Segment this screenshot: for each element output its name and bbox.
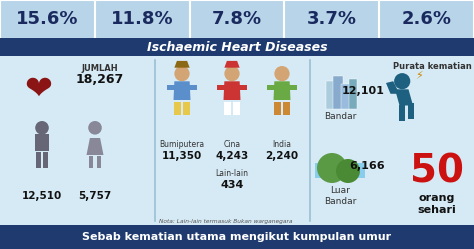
Bar (326, 81, 334, 109)
Bar (0, 0, 94, 38)
Text: 12,101: 12,101 (342, 86, 385, 96)
Bar (284, 0, 378, 38)
Text: 15.6%: 15.6% (16, 10, 79, 28)
Text: ⚡: ⚡ (415, 71, 422, 81)
Text: 4,243: 4,243 (215, 151, 249, 161)
Text: 18,267: 18,267 (76, 72, 124, 85)
Text: India: India (273, 139, 292, 148)
Bar (349, 79, 357, 109)
Bar (190, 0, 283, 38)
Text: Purata kematian: Purata kematian (392, 62, 471, 70)
Bar (283, 102, 290, 115)
Text: orang
sehari: orang sehari (418, 193, 456, 215)
Bar (183, 102, 190, 115)
Text: JUMLAH: JUMLAH (82, 63, 118, 72)
Text: 7.8%: 7.8% (212, 10, 262, 28)
Text: 3.7%: 3.7% (307, 10, 357, 28)
Text: Luar
Bandar: Luar Bandar (324, 186, 356, 206)
Bar (0, 225, 474, 249)
Bar (89, 156, 93, 168)
Text: Cina: Cina (223, 139, 241, 148)
Bar (217, 85, 225, 90)
Polygon shape (386, 81, 400, 94)
Polygon shape (273, 81, 291, 100)
Circle shape (317, 153, 347, 183)
Bar (224, 102, 231, 115)
Bar (315, 163, 365, 178)
Circle shape (88, 121, 102, 135)
Text: Bumiputera: Bumiputera (159, 139, 205, 148)
Text: 12,510: 12,510 (22, 191, 62, 201)
Text: 2.6%: 2.6% (401, 10, 452, 28)
Text: 11.8%: 11.8% (111, 10, 173, 28)
Bar (408, 103, 414, 119)
Circle shape (394, 73, 410, 89)
Bar (35, 134, 49, 151)
Circle shape (336, 159, 360, 183)
Circle shape (174, 66, 190, 81)
Text: 434: 434 (220, 180, 244, 190)
Bar (239, 85, 247, 90)
Text: Lain-lain: Lain-lain (216, 169, 248, 178)
Bar (333, 76, 343, 109)
Bar (399, 105, 405, 121)
Bar (189, 85, 197, 90)
Text: 11,350: 11,350 (162, 151, 202, 161)
Circle shape (274, 66, 290, 81)
Circle shape (35, 121, 49, 135)
Bar (267, 85, 275, 90)
Bar (0, 56, 474, 225)
Text: Ischaemic Heart Diseases: Ischaemic Heart Diseases (146, 41, 328, 54)
Bar (167, 85, 175, 90)
Bar (289, 85, 297, 90)
Text: 50: 50 (410, 152, 464, 190)
Bar (174, 102, 181, 115)
Text: ❤: ❤ (24, 72, 52, 106)
Text: Nota: Lain-lain termasuk Bukan warganegara: Nota: Lain-lain termasuk Bukan warganega… (159, 219, 292, 224)
Bar (341, 84, 350, 109)
Bar (97, 156, 101, 168)
Text: Sebab kematian utama mengikut kumpulan umur: Sebab kematian utama mengikut kumpulan u… (82, 232, 392, 242)
Text: 5,757: 5,757 (78, 191, 111, 201)
Polygon shape (224, 61, 240, 68)
Polygon shape (174, 61, 190, 68)
Bar (0, 38, 474, 56)
Bar (95, 0, 189, 38)
Bar (43, 152, 48, 168)
Bar (274, 102, 281, 115)
Text: 2,240: 2,240 (265, 151, 299, 161)
Bar (379, 0, 473, 38)
Polygon shape (395, 89, 413, 106)
Bar (36, 152, 41, 168)
Text: 6,166: 6,166 (349, 161, 385, 171)
Text: Bandar: Bandar (324, 112, 356, 121)
Polygon shape (86, 138, 103, 155)
Polygon shape (224, 81, 240, 100)
Circle shape (224, 66, 240, 81)
Polygon shape (173, 81, 191, 100)
Bar (233, 102, 240, 115)
